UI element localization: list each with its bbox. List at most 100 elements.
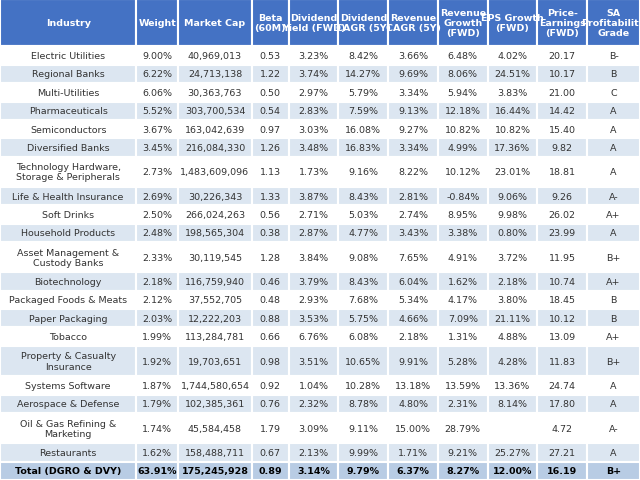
- Bar: [438, 346, 488, 376]
- Bar: [0, 376, 136, 395]
- Bar: [538, 395, 587, 413]
- Text: Oil & Gas Refining &
Marketing: Oil & Gas Refining & Marketing: [20, 419, 116, 438]
- Bar: [587, 346, 640, 376]
- Text: 0.80%: 0.80%: [497, 229, 527, 238]
- Bar: [587, 102, 640, 120]
- Text: 8.22%: 8.22%: [398, 168, 428, 177]
- Text: Industry: Industry: [45, 19, 91, 28]
- Bar: [388, 66, 438, 84]
- Text: 21.11%: 21.11%: [495, 314, 531, 323]
- Text: Diversified Banks: Diversified Banks: [27, 144, 109, 153]
- Bar: [178, 102, 252, 120]
- Text: B: B: [611, 71, 617, 79]
- Bar: [388, 84, 438, 102]
- Text: A-: A-: [609, 424, 618, 432]
- Text: 3.74%: 3.74%: [298, 71, 329, 79]
- Text: 2.18%: 2.18%: [142, 277, 172, 287]
- Bar: [252, 310, 289, 328]
- Bar: [339, 139, 388, 157]
- Bar: [252, 206, 289, 224]
- Bar: [339, 224, 388, 242]
- Bar: [438, 0, 488, 48]
- Bar: [339, 310, 388, 328]
- Bar: [388, 346, 438, 376]
- Bar: [289, 291, 339, 310]
- Bar: [289, 413, 339, 444]
- Text: 6.76%: 6.76%: [299, 333, 328, 341]
- Text: 1.79%: 1.79%: [142, 399, 172, 408]
- Bar: [538, 48, 587, 66]
- Bar: [538, 462, 587, 480]
- Text: 3.34%: 3.34%: [398, 89, 428, 97]
- Text: 5.34%: 5.34%: [398, 296, 428, 305]
- Text: Weight: Weight: [138, 19, 176, 28]
- Text: 8.95%: 8.95%: [448, 211, 477, 219]
- Bar: [339, 48, 388, 66]
- Text: 2.71%: 2.71%: [299, 211, 328, 219]
- Bar: [252, 224, 289, 242]
- Text: 303,700,534: 303,700,534: [185, 107, 245, 116]
- Bar: [178, 224, 252, 242]
- Bar: [289, 462, 339, 480]
- Text: 0.92: 0.92: [260, 381, 281, 390]
- Bar: [0, 273, 136, 291]
- Bar: [587, 139, 640, 157]
- Text: Price-
Earnings
(FWD): Price- Earnings (FWD): [539, 9, 586, 38]
- Text: 9.00%: 9.00%: [142, 52, 172, 61]
- Bar: [488, 444, 538, 462]
- Text: A: A: [611, 448, 617, 457]
- Text: 1.62%: 1.62%: [448, 277, 477, 287]
- Bar: [289, 66, 339, 84]
- Text: 18.45: 18.45: [548, 296, 576, 305]
- Text: 2.13%: 2.13%: [298, 448, 329, 457]
- Bar: [339, 462, 388, 480]
- Text: Aerospace & Defense: Aerospace & Defense: [17, 399, 119, 408]
- Bar: [136, 120, 178, 139]
- Bar: [538, 444, 587, 462]
- Bar: [0, 206, 136, 224]
- Bar: [252, 139, 289, 157]
- Bar: [388, 48, 438, 66]
- Bar: [252, 120, 289, 139]
- Bar: [252, 242, 289, 273]
- Text: 1.13: 1.13: [260, 168, 281, 177]
- Bar: [0, 66, 136, 84]
- Text: Total (DGRO & DVY): Total (DGRO & DVY): [15, 467, 122, 475]
- Bar: [0, 346, 136, 376]
- Bar: [0, 139, 136, 157]
- Bar: [538, 273, 587, 291]
- Text: 9.21%: 9.21%: [448, 448, 477, 457]
- Bar: [136, 66, 178, 84]
- Bar: [538, 66, 587, 84]
- Bar: [587, 328, 640, 346]
- Bar: [289, 48, 339, 66]
- Bar: [587, 157, 640, 188]
- Text: 8.78%: 8.78%: [348, 399, 378, 408]
- Bar: [252, 376, 289, 395]
- Bar: [538, 376, 587, 395]
- Bar: [538, 242, 587, 273]
- Bar: [488, 48, 538, 66]
- Bar: [587, 444, 640, 462]
- Bar: [488, 157, 538, 188]
- Text: 3.72%: 3.72%: [497, 253, 527, 262]
- Bar: [0, 84, 136, 102]
- Text: 2.74%: 2.74%: [398, 211, 428, 219]
- Text: 8.06%: 8.06%: [448, 71, 477, 79]
- Text: EPS Growth
(FWD): EPS Growth (FWD): [481, 14, 544, 33]
- Text: 3.53%: 3.53%: [298, 314, 329, 323]
- Bar: [538, 157, 587, 188]
- Bar: [136, 462, 178, 480]
- Text: 0.97: 0.97: [260, 125, 281, 134]
- Text: A: A: [611, 399, 617, 408]
- Text: 4.02%: 4.02%: [497, 52, 527, 61]
- Text: 9.11%: 9.11%: [348, 424, 378, 432]
- Text: 266,024,263: 266,024,263: [185, 211, 245, 219]
- Text: 175,245,928: 175,245,928: [181, 467, 248, 475]
- Bar: [488, 66, 538, 84]
- Bar: [178, 120, 252, 139]
- Bar: [136, 139, 178, 157]
- Bar: [136, 310, 178, 328]
- Text: 13.09: 13.09: [548, 333, 576, 341]
- Text: 15.40: 15.40: [548, 125, 576, 134]
